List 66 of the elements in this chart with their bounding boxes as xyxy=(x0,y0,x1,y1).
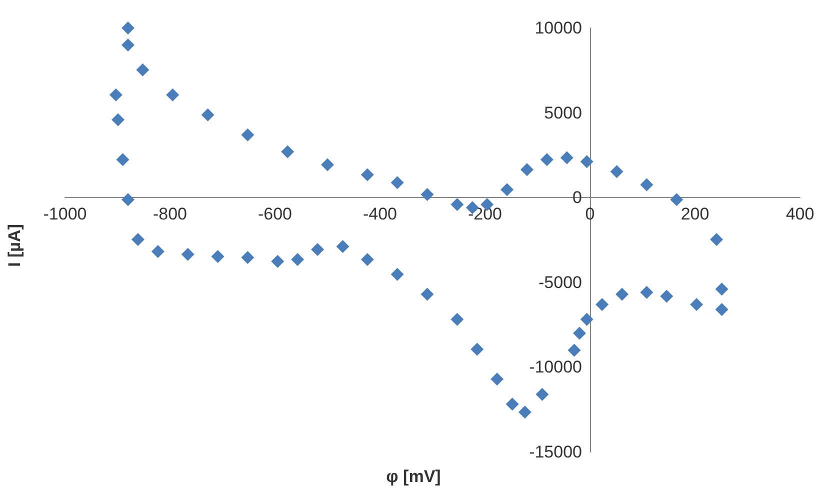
point xyxy=(596,298,609,311)
point xyxy=(321,158,334,172)
point xyxy=(151,245,164,258)
point xyxy=(122,193,134,206)
point xyxy=(291,253,304,266)
point xyxy=(715,303,728,316)
point xyxy=(506,398,519,411)
point xyxy=(580,155,594,168)
point xyxy=(450,312,464,326)
point xyxy=(360,168,374,182)
point xyxy=(109,88,122,102)
y-tick-label: 5000 xyxy=(544,103,582,122)
y-tick-label: -10000 xyxy=(529,358,582,377)
point xyxy=(390,268,404,281)
point xyxy=(560,151,574,164)
point xyxy=(112,113,125,126)
point xyxy=(520,163,534,176)
point xyxy=(660,290,674,303)
point xyxy=(573,326,586,340)
point xyxy=(122,22,134,34)
point xyxy=(536,388,549,401)
point xyxy=(540,153,554,166)
point xyxy=(715,282,728,296)
point xyxy=(580,312,594,326)
y-tick-label: 10000 xyxy=(534,18,582,38)
point xyxy=(390,176,404,190)
point xyxy=(518,406,532,419)
point xyxy=(610,165,624,178)
x-axis-title: φ [mV] xyxy=(386,467,441,486)
point xyxy=(241,250,254,264)
y-tick-label: -5000 xyxy=(538,272,582,292)
point xyxy=(360,253,374,266)
point xyxy=(181,248,194,261)
x-tick-label: -400 xyxy=(362,204,398,224)
point xyxy=(281,145,294,158)
point xyxy=(420,288,434,301)
point xyxy=(420,188,434,202)
point xyxy=(450,198,464,212)
point xyxy=(640,178,654,192)
y-axis-title: I [µA] xyxy=(5,224,24,267)
x-tick-label: -600 xyxy=(258,204,292,224)
point xyxy=(690,298,704,311)
x-tick-label: 200 xyxy=(680,204,710,224)
point xyxy=(568,344,581,357)
point xyxy=(271,254,284,268)
point xyxy=(490,372,504,386)
point xyxy=(201,108,214,122)
x-tick-label: 400 xyxy=(786,204,814,224)
point xyxy=(336,240,350,253)
point xyxy=(311,243,324,256)
point xyxy=(131,232,144,246)
point xyxy=(710,232,724,246)
point xyxy=(616,288,629,301)
x-tick-label: -1000 xyxy=(43,204,87,224)
point xyxy=(116,153,130,166)
point xyxy=(166,88,180,102)
point xyxy=(470,342,484,356)
y-tick-label: -15000 xyxy=(529,442,582,462)
point xyxy=(211,250,224,263)
x-tick-label: -800 xyxy=(152,204,188,224)
point xyxy=(136,63,150,76)
point xyxy=(241,128,254,142)
point xyxy=(500,183,514,196)
point xyxy=(640,286,654,299)
point xyxy=(122,38,134,52)
point xyxy=(670,193,684,206)
